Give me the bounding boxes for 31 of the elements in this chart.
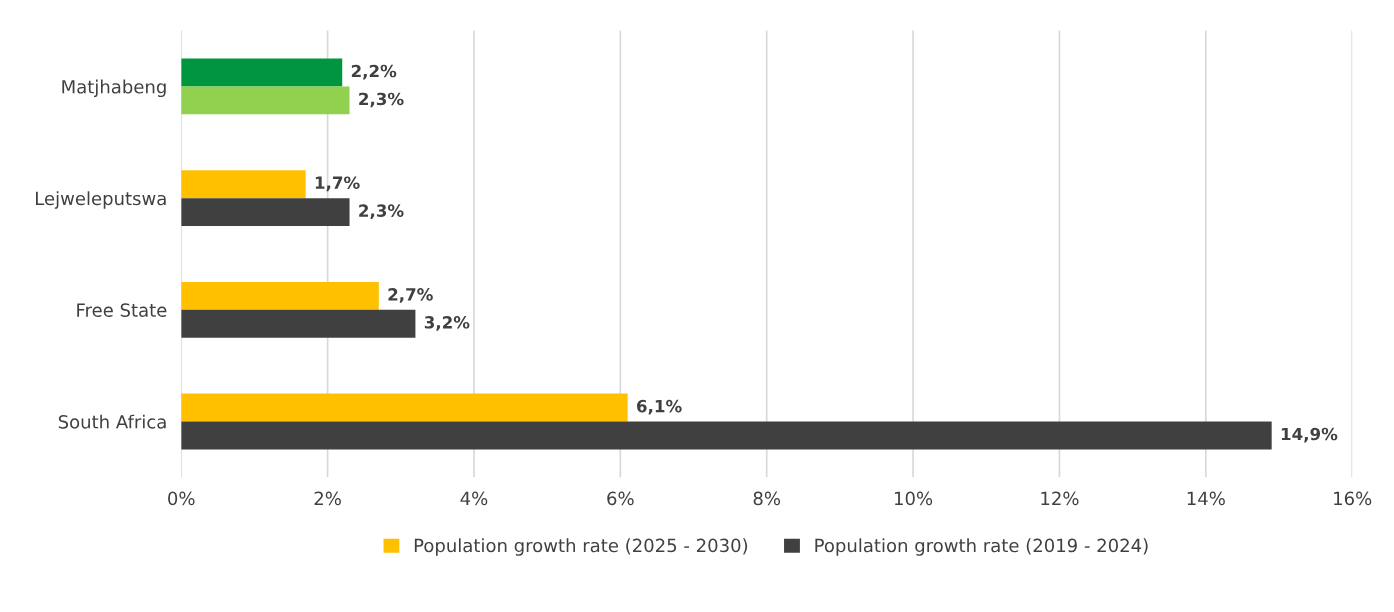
y-tick-label: Lejweleputswa (36, 191, 166, 209)
y-tick-label: South Africa (58, 414, 166, 429)
data-label: 1,7% (315, 176, 360, 192)
x-tick-label: 12% (1041, 491, 1079, 506)
bar (181, 309, 416, 338)
bar (181, 170, 306, 199)
y-tick-label: Matjhabeng (62, 79, 166, 98)
legend-label: Population growth rate (2025 - 2030) (414, 538, 748, 556)
x-tick-label: 4% (460, 491, 488, 506)
x-tick-label: 8% (753, 491, 781, 506)
bar (181, 198, 350, 227)
data-label: 3,2% (424, 316, 470, 331)
data-label: 2,7% (388, 288, 433, 303)
x-tick-label: 16% (1334, 491, 1372, 506)
bar (181, 421, 1272, 450)
data-label: 2,3% (359, 92, 404, 108)
x-tick-label: 2% (314, 491, 341, 506)
data-label: 14,9% (1281, 427, 1338, 443)
x-tick-label: 10% (894, 491, 933, 506)
x-tick-label: 0% (168, 491, 195, 506)
x-tick-label: 14% (1187, 491, 1225, 506)
bar (181, 58, 343, 87)
bar (181, 393, 628, 422)
data-label: 6,1% (637, 399, 682, 415)
bar (181, 281, 379, 310)
data-label: 2,2% (351, 64, 397, 80)
data-label: 2,3% (359, 204, 404, 220)
legend-label: Population growth rate (2019 - 2024) (815, 538, 1148, 556)
x-tick-label: 6% (607, 491, 634, 506)
y-tick-label: Free State (77, 303, 167, 317)
bar (181, 86, 350, 115)
